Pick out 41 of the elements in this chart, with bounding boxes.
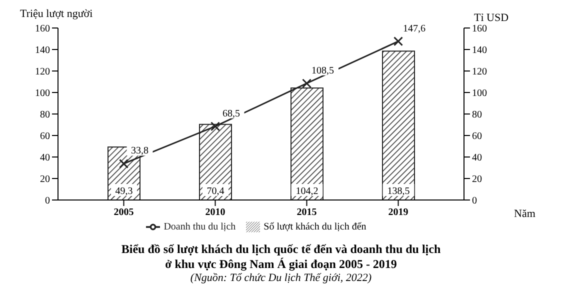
y-tick-label: 20 xyxy=(40,174,50,186)
y2-tick-label: 60 xyxy=(472,131,482,142)
x-tick-label: 2010 xyxy=(205,207,226,218)
y2-tick-label: 0 xyxy=(472,196,477,207)
y2-tick-label: 140 xyxy=(472,45,487,56)
point xyxy=(394,36,403,46)
legend-label: Doanh thu du lịch xyxy=(164,221,236,232)
y2-tick-label: 160 xyxy=(472,24,487,35)
y2-tick-label: 100 xyxy=(472,88,487,100)
x-tick-label: 2015 xyxy=(296,207,317,218)
legend-label: Số lượt khách du lịch đến xyxy=(264,221,366,232)
y-axis-title: Triệu lượt người xyxy=(20,8,93,20)
y-tick-label: 40 xyxy=(40,152,50,164)
point xyxy=(210,122,220,132)
y2-tick-label: 120 xyxy=(472,66,487,78)
data-label: 147,6 xyxy=(403,23,426,34)
y2-tick-label: 40 xyxy=(472,152,482,164)
data-label: 108,5 xyxy=(312,65,334,76)
text: Biểu đồ số lượt khách du lịch quốc tế đến và doanh thu du lịch ở khu vực Đông Nam Á giai đoạn 2005 - 2019 xyxy=(120,242,442,272)
y-tick-label: 160 xyxy=(35,24,50,35)
data-label: 104,2 xyxy=(296,186,318,197)
data-label: 33,8 xyxy=(131,146,148,157)
point xyxy=(302,78,312,88)
y2-tick-label: 20 xyxy=(472,174,482,186)
y2-axis-title: Tỉ USD xyxy=(474,12,509,24)
data-label: 70,4 xyxy=(206,186,224,197)
y-tick-label: 80 xyxy=(40,110,50,121)
text: (Nguồn: Tổ chức Du lịch Thế giới, 2022) xyxy=(189,272,373,284)
data-label: 68,5 xyxy=(222,108,240,120)
x-axis-title: Năm xyxy=(514,208,536,220)
y-tick-label: 140 xyxy=(35,45,50,56)
data-label: 138,5 xyxy=(387,186,410,197)
y-tick-label: 100 xyxy=(35,88,50,100)
x-tick-label: 2019 xyxy=(388,207,408,218)
y-tick-label: 60 xyxy=(40,131,50,142)
y-tick-label: 120 xyxy=(35,66,50,78)
data-label: 49,3 xyxy=(115,186,133,197)
x-tick-label: 2005 xyxy=(114,207,134,218)
point xyxy=(119,158,128,168)
y2-tick-label: 80 xyxy=(472,110,482,121)
y-tick-label: 0 xyxy=(45,196,50,207)
